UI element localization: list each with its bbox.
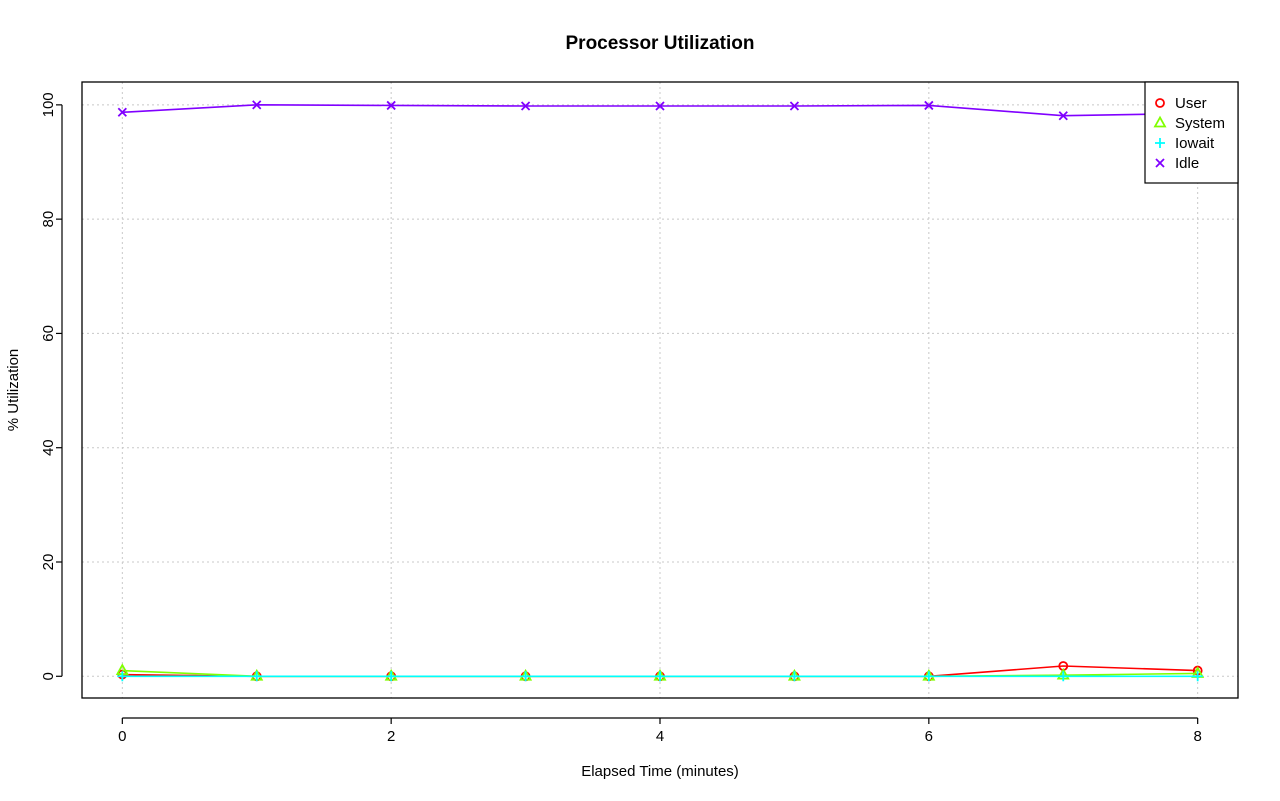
data-point bbox=[386, 671, 397, 682]
data-point bbox=[655, 671, 665, 682]
data-point bbox=[789, 671, 800, 682]
plus-marker bbox=[655, 671, 665, 682]
data-point bbox=[386, 100, 396, 111]
data-point bbox=[1058, 671, 1069, 682]
data-point bbox=[520, 101, 531, 111]
plus-marker bbox=[520, 671, 531, 682]
plus-marker bbox=[251, 671, 262, 682]
data-point bbox=[789, 101, 800, 111]
legend-label: User bbox=[1175, 95, 1207, 112]
cross-marker bbox=[386, 100, 396, 111]
y-tick-label: 100 bbox=[40, 92, 57, 117]
data-point bbox=[924, 100, 934, 111]
cross-marker bbox=[1155, 158, 1165, 168]
x-tick-label: 4 bbox=[656, 728, 664, 745]
legend-entry-system: System bbox=[1153, 115, 1225, 132]
data-point bbox=[655, 101, 665, 111]
legend-entry-user: User bbox=[1155, 95, 1207, 112]
y-tick-label: 0 bbox=[40, 672, 57, 680]
series-iowait bbox=[117, 671, 1203, 682]
x-tick-label: 8 bbox=[1194, 728, 1202, 745]
y-tick-label: 40 bbox=[40, 439, 57, 456]
x-tick-label: 6 bbox=[925, 728, 933, 745]
x-axis-label: Elapsed Time (minutes) bbox=[581, 763, 739, 780]
plus-marker bbox=[1192, 671, 1203, 682]
cross-marker bbox=[1058, 111, 1068, 121]
legend-label: System bbox=[1175, 115, 1225, 132]
data-point bbox=[251, 671, 262, 682]
plus-marker bbox=[1058, 671, 1069, 682]
y-tick-label: 20 bbox=[40, 554, 57, 571]
data-point bbox=[117, 107, 127, 117]
legend-label: Idle bbox=[1175, 155, 1199, 172]
x-tick-label: 2 bbox=[387, 728, 395, 745]
plus-marker bbox=[789, 671, 800, 682]
grid bbox=[82, 82, 1238, 698]
y-tick-label: 60 bbox=[40, 325, 57, 342]
y-tick-label: 80 bbox=[40, 211, 57, 228]
cross-marker bbox=[252, 100, 262, 110]
legend-entry-iowait: Iowait bbox=[1155, 135, 1215, 152]
legend-label: Iowait bbox=[1175, 135, 1215, 152]
circle-marker bbox=[1155, 98, 1165, 108]
data-point bbox=[117, 671, 128, 682]
plus-marker bbox=[117, 671, 128, 682]
cross-marker bbox=[924, 100, 934, 111]
plot-frame bbox=[81, 81, 1239, 699]
y-axis: 0 20 40 60 80 100 bbox=[40, 92, 63, 680]
data-point bbox=[520, 671, 531, 682]
series-layer bbox=[115, 100, 1205, 682]
cross-marker bbox=[520, 101, 531, 111]
plus-marker bbox=[923, 671, 934, 682]
legend-entry-idle: Idle bbox=[1155, 155, 1199, 172]
cross-marker bbox=[117, 107, 127, 117]
data-point bbox=[1058, 111, 1068, 121]
plus-marker bbox=[1155, 138, 1165, 148]
data-point bbox=[252, 100, 262, 110]
x-tick-label: 0 bbox=[118, 728, 126, 745]
cross-marker bbox=[789, 101, 800, 111]
y-axis-label: % Utilization bbox=[5, 349, 22, 432]
data-point bbox=[923, 671, 934, 682]
triangle-marker bbox=[1153, 115, 1167, 128]
x-axis: 0 2 4 6 8 bbox=[118, 717, 1202, 745]
plus-marker bbox=[386, 671, 397, 682]
data-point bbox=[1192, 671, 1203, 682]
chart-title: Processor Utilization bbox=[566, 33, 755, 54]
cross-marker bbox=[655, 101, 665, 111]
legend: User System Iowait Idle bbox=[1144, 81, 1239, 184]
